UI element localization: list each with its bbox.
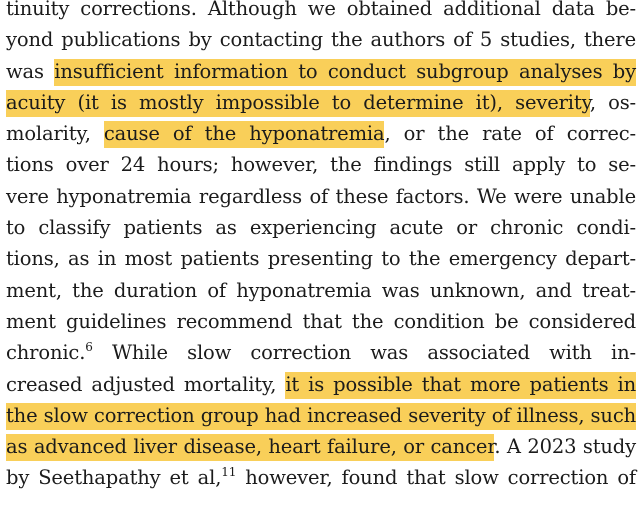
text-line: tions over 24 hours; however, the findin… bbox=[6, 149, 636, 180]
text-line: creased adjusted mortality, it is possib… bbox=[6, 369, 636, 400]
article-body: tinuity corrections. Although we obtaine… bbox=[6, 0, 636, 494]
text-line: acuity (it is mostly impossible to deter… bbox=[6, 87, 636, 118]
text-line: the slow correction group had increased … bbox=[6, 400, 636, 431]
highlighted-text: insufficient information to conduct subg… bbox=[54, 58, 636, 86]
text-line: molarity, cause of the hyponatremia, or … bbox=[6, 118, 636, 149]
text-segment: . A 2023 study bbox=[494, 435, 636, 459]
text-segment: tions over 24 hours; however, the findin… bbox=[6, 153, 636, 177]
text-segment: by Seethapathy et al, bbox=[6, 466, 222, 490]
highlighted-text: the slow correction group had increased … bbox=[6, 402, 636, 430]
text-segment: chronic. bbox=[6, 341, 86, 365]
text-line: was insufficient information to conduct … bbox=[6, 56, 636, 87]
text-line: tinuity corrections. Although we obtaine… bbox=[6, 0, 636, 24]
text-line: yond publications by contacting the auth… bbox=[6, 24, 636, 55]
text-segment: yond publications by contacting the auth… bbox=[6, 28, 636, 52]
text-line: chronic.6 While slow correction was asso… bbox=[6, 337, 636, 368]
highlighted-text: acuity (it is mostly impossible to deter… bbox=[6, 89, 590, 117]
citation-superscript: 11 bbox=[221, 464, 237, 479]
text-segment: ment guidelines recommend that the condi… bbox=[6, 309, 636, 333]
text-segment: molarity, bbox=[6, 122, 104, 146]
text-segment: , os- bbox=[589, 90, 636, 114]
text-line: by Seethapathy et al,11 however, found t… bbox=[6, 462, 636, 493]
text-segment: was bbox=[6, 59, 55, 83]
text-line: as advanced liver disease, heart failure… bbox=[6, 431, 636, 462]
text-segment: ment, the duration of hyponatremia was u… bbox=[6, 278, 636, 302]
text-segment: vere hyponatremia regardless of these fa… bbox=[6, 184, 636, 208]
highlighted-text: it is possible that more patients in bbox=[285, 371, 636, 399]
text-segment: , or the rate of correc- bbox=[384, 122, 636, 146]
text-line: vere hyponatremia regardless of these fa… bbox=[6, 181, 636, 212]
text-segment: tions, as in most patients presenting to… bbox=[6, 247, 636, 271]
text-segment: however, found that slow correction of bbox=[236, 466, 636, 490]
text-line: ment guidelines recommend that the condi… bbox=[6, 306, 636, 337]
highlighted-text: as advanced liver disease, heart failure… bbox=[6, 434, 495, 462]
highlighted-text: cause of the hyponatremia bbox=[103, 121, 385, 149]
text-line: ment, the duration of hyponatremia was u… bbox=[6, 275, 636, 306]
text-segment: creased adjusted mortality, bbox=[6, 372, 286, 396]
text-segment: to classify patients as experiencing acu… bbox=[6, 216, 636, 240]
text-line: tions, as in most patients presenting to… bbox=[6, 243, 636, 274]
text-segment: tinuity corrections. Although we obtaine… bbox=[6, 0, 636, 20]
text-segment: While slow correction was associated wit… bbox=[92, 341, 636, 365]
citation-superscript: 6 bbox=[85, 339, 93, 354]
text-line: to classify patients as experiencing acu… bbox=[6, 212, 636, 243]
